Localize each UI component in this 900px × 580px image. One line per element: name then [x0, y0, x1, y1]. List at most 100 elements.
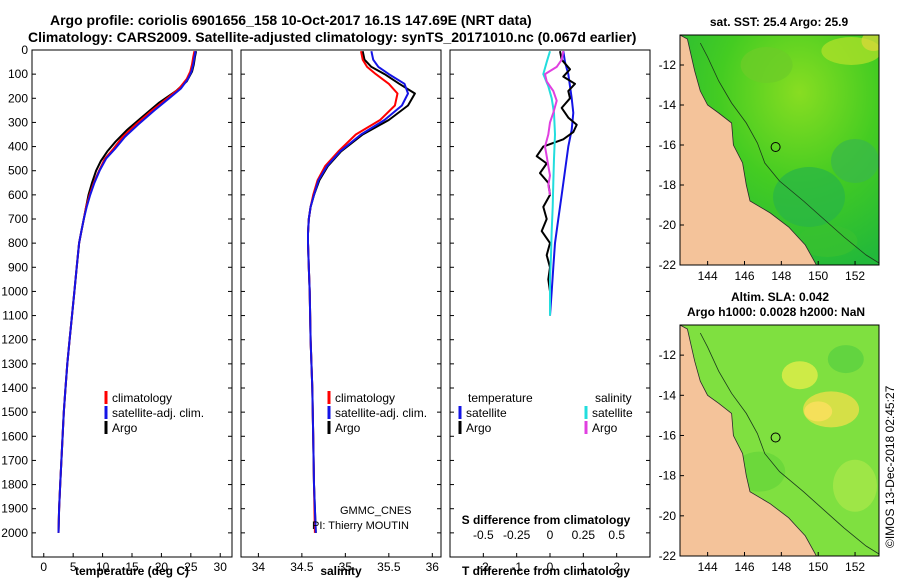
legend-satellite-label: satellite-adj. clim.: [112, 406, 204, 420]
y-tick-label: 700: [8, 212, 28, 226]
sla-map-frame: [679, 324, 880, 557]
series-line-satellite-adj-clim-: [57, 51, 197, 533]
argo-position-marker: [770, 432, 781, 443]
y-tick-label: 1500: [1, 405, 28, 419]
salinity-axes-frame: [240, 49, 442, 558]
sla-map-subtitle: Argo h1000: 0.0028 h2000: NaN: [687, 305, 865, 319]
x-tick-label: 35: [339, 560, 353, 574]
difference-legend: temperature satellite Argo salinity sate…: [458, 391, 633, 435]
y-tick-label: 900: [8, 260, 28, 274]
y-tick-label: 400: [8, 140, 28, 154]
sla-map-title: Altim. SLA: 0.042: [731, 290, 829, 304]
y-tick-label: 2000: [1, 526, 28, 540]
field-patch: [781, 361, 818, 390]
x-tick-label: 10: [96, 560, 110, 574]
lat-tick-label: -20: [659, 509, 677, 523]
lat-tick-label: -20: [659, 218, 677, 232]
lat-tick-label: -12: [659, 348, 677, 362]
x-tick-label: -2: [478, 560, 489, 574]
figure-title-line1: Argo profile: coriolis 6901656_158 10-Oc…: [50, 12, 532, 28]
y-tick-label: 1000: [1, 284, 28, 298]
x-tick-label: 1: [580, 560, 587, 574]
y-tick-label: 1300: [1, 357, 28, 371]
x-tick-label: 34: [252, 560, 266, 574]
lat-tick-label: -14: [659, 98, 677, 112]
x-tick-label: 35.5: [377, 560, 401, 574]
lon-tick-label: 148: [771, 560, 791, 574]
x-tick-label: 2: [613, 560, 620, 574]
field-patch: [740, 47, 793, 83]
difference-xlabel: T difference from climatology: [462, 564, 630, 578]
salinity-xlabel: salinity: [320, 564, 362, 578]
legend-temp-satellite-label: satellite: [466, 406, 507, 420]
s-difference-tick-label: -0.5: [473, 528, 494, 542]
lat-tick-label: -18: [659, 178, 677, 192]
legend-satellite-label: satellite-adj. clim.: [335, 406, 427, 420]
lat-tick-label: -22: [659, 549, 677, 563]
legend-argo-label: Argo: [335, 421, 361, 435]
y-tick-label: 600: [8, 188, 28, 202]
sst-map-title: sat. SST: 25.4 Argo: 25.9: [710, 15, 849, 29]
y-tick-label: 1100: [2, 309, 28, 323]
y-tick-label: 800: [8, 236, 28, 250]
y-tick-label: 300: [8, 115, 28, 129]
y-tick-label: 0: [21, 43, 28, 57]
annotation-pi: PI: Thierry MOUTIN: [312, 520, 409, 532]
field-patch: [833, 459, 877, 512]
legend-salinity-title: salinity: [595, 391, 632, 405]
australia-landmass: [680, 325, 817, 556]
field-patch: [831, 139, 879, 183]
series-line-argo: [307, 50, 416, 533]
s-difference-tick-label: 0: [547, 528, 554, 542]
sst-map-panel: sat. SST: 25.4 Argo: 25.9 144 146 148 150 15…: [659, 15, 880, 283]
legend-climatology-label: climatology: [335, 391, 395, 405]
difference-profile-panel: -2 -1 0 1 2 -0.5 -0.25 0 0.25 0.5 S difference fr…: [449, 49, 651, 578]
field-patch: [773, 167, 845, 227]
australia-landmass: [680, 35, 817, 265]
y-tick-label: 1400: [1, 381, 28, 395]
x-tick-label: 15: [125, 560, 139, 574]
sst-map-frame: [679, 34, 880, 266]
reef-contour-line: [699, 42, 879, 264]
field-patch: [827, 345, 864, 374]
legend-sal-argo-label: Argo: [592, 421, 618, 435]
reef-contour-line: [699, 332, 879, 555]
series-line-temperature-argo: [535, 51, 578, 316]
legend-climatology-label: climatology: [112, 391, 172, 405]
lon-tick-label: 148: [771, 269, 791, 283]
series-line-satellite-adj-clim-: [307, 50, 409, 533]
field-patch: [797, 225, 858, 257]
x-tick-label: 0: [40, 560, 47, 574]
temperature-xlabel: temperature (deg C): [75, 564, 189, 578]
y-tick-label: 1600: [1, 429, 28, 443]
s-difference-tick-label: -0.25: [503, 528, 531, 542]
lon-tick-label: 146: [734, 269, 754, 283]
legend-argo-label: Argo: [112, 421, 138, 435]
lat-tick-label: -18: [659, 469, 677, 483]
series-line-salinity-satellite: [542, 50, 556, 316]
x-tick-label: 30: [214, 560, 228, 574]
lon-tick-label: 144: [698, 560, 718, 574]
difference-title: S difference from climatology: [462, 513, 631, 527]
lon-tick-label: 152: [845, 560, 865, 574]
sla-map-panel: Altim. SLA: 0.042 Argo h1000: 0.0028 h20…: [659, 290, 880, 574]
lon-tick-label: 144: [698, 269, 718, 283]
legend-sal-satellite-label: satellite: [592, 406, 633, 420]
temperature-profile-panel: 0100200300400500600700800900100011001200…: [1, 43, 233, 578]
x-tick-label: 36: [426, 560, 440, 574]
field-patch: [861, 35, 879, 51]
x-tick-label: 25: [184, 560, 198, 574]
y-tick-label: 1900: [1, 502, 28, 516]
y-tick-label: 1700: [1, 453, 28, 467]
series-line-temperature-satellite: [549, 51, 575, 316]
lat-tick-label: -16: [659, 138, 677, 152]
salinity-legend: climatology satellite-adj. clim. Argo: [327, 391, 427, 435]
figure-title-line2: Climatology: CARS2009. Satellite-adjuste…: [28, 29, 636, 45]
series-line-climatology: [57, 51, 196, 533]
y-tick-label: 1200: [1, 333, 28, 347]
lon-tick-label: 146: [734, 560, 754, 574]
lon-tick-label: 150: [808, 560, 828, 574]
series-line-salinity-argo: [544, 51, 565, 196]
x-tick-label: 20: [155, 560, 169, 574]
